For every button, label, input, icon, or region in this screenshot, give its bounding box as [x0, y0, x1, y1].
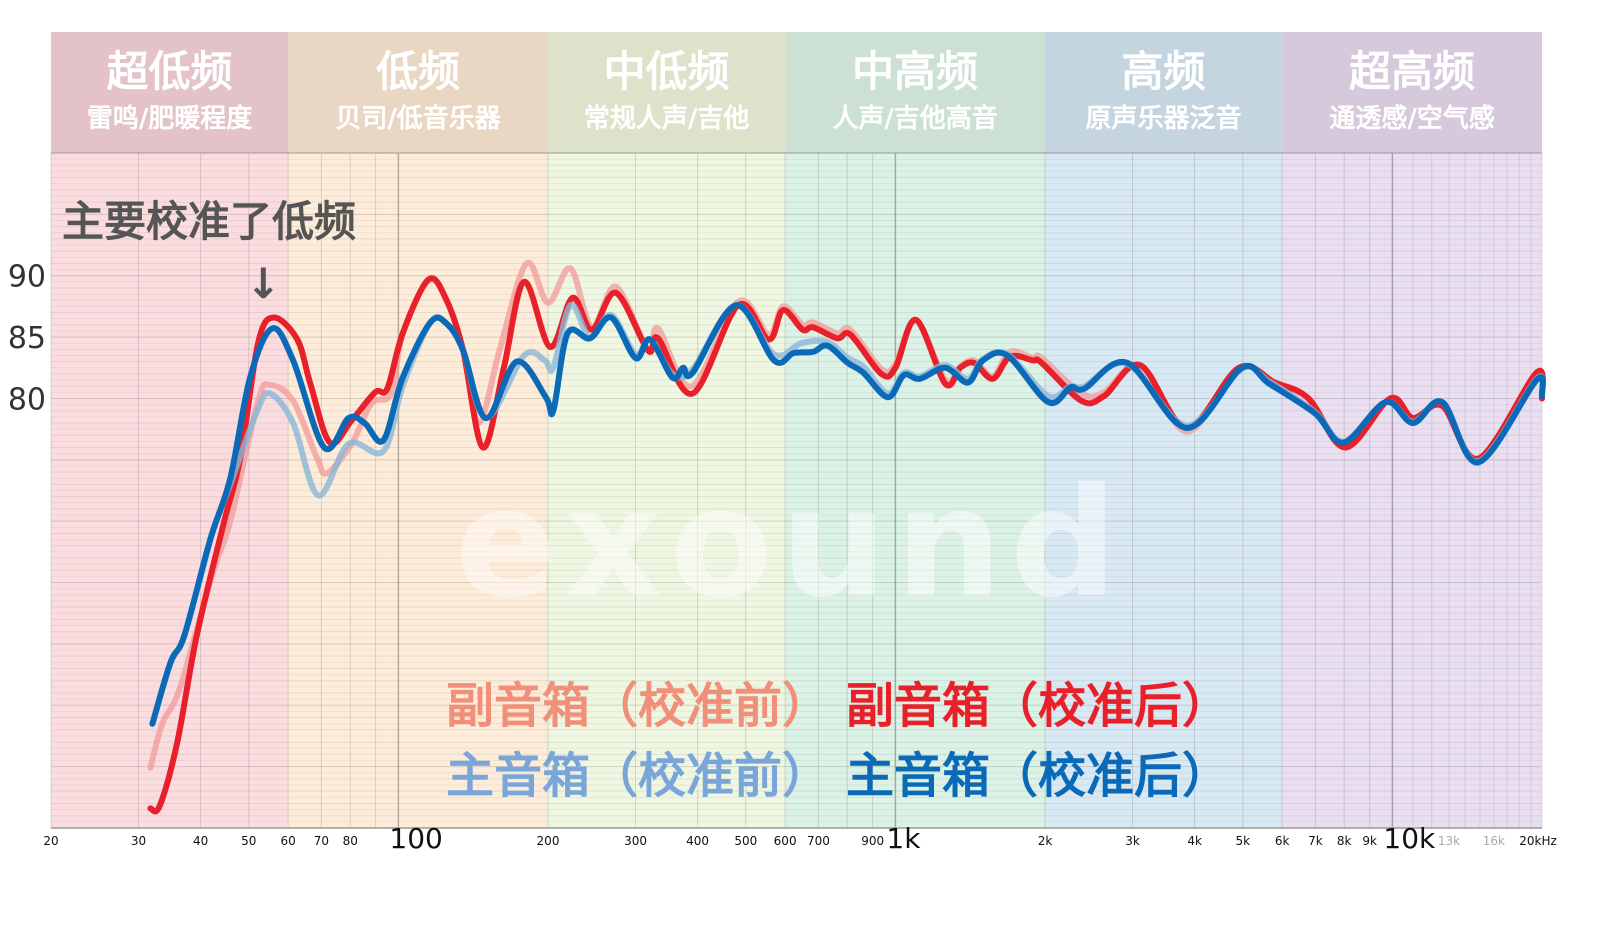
x-tick-label: 60 — [280, 834, 295, 848]
x-tick-label: 500 — [734, 834, 757, 848]
band-subtitle: 雷鸣/肥暖程度 — [87, 103, 253, 134]
y-tick-label: 85 — [8, 321, 46, 356]
band-header — [288, 32, 548, 153]
band-header — [785, 32, 1045, 153]
band-header — [1045, 32, 1283, 153]
band-title: 超低频 — [107, 47, 233, 96]
x-tick-label: 9k — [1362, 834, 1377, 848]
x-tick-label: 6k — [1275, 834, 1290, 848]
x-tick-label: 4k — [1187, 834, 1202, 848]
band-subtitle: 人声/吉他高音 — [832, 103, 998, 134]
x-tick-label: 10k — [1383, 822, 1436, 855]
band-fill — [785, 153, 1045, 828]
x-tick-label: 20 — [43, 834, 58, 848]
legend-main-after: 主音箱（校准后） — [846, 748, 1230, 804]
watermark-logo: exound — [455, 457, 1126, 631]
band-header — [548, 32, 786, 153]
x-tick-label: 50 — [241, 834, 256, 848]
x-tick-label: 600 — [774, 834, 797, 848]
x-tick-label: 80 — [343, 834, 358, 848]
band-header — [1282, 32, 1542, 153]
band-title: 高频 — [1122, 47, 1206, 96]
annotation-text: 主要校准了低频 — [62, 197, 356, 246]
x-tick-label: 300 — [624, 834, 647, 848]
x-tick-label: 5k — [1235, 834, 1250, 848]
band-title: 中低频 — [604, 47, 730, 96]
band-header — [51, 32, 289, 153]
x-tick-label: 20kHz — [1519, 834, 1557, 848]
band-subtitle: 常规人声/吉他 — [584, 104, 750, 134]
band-fill — [288, 153, 548, 828]
y-tick-label: 80 — [8, 382, 46, 417]
band-fill — [1045, 153, 1283, 828]
x-tick-label: 100 — [389, 822, 442, 855]
x-tick-label: 40 — [193, 834, 208, 848]
x-tick-label: 7k — [1308, 834, 1323, 848]
annotation-arrow: ↓ — [246, 259, 281, 308]
band-title: 超高频 — [1349, 47, 1475, 96]
x-tick-label: 2k — [1038, 834, 1053, 848]
x-tick-label: 1k — [886, 822, 921, 855]
x-tick-label: 8k — [1337, 834, 1352, 848]
band-fill — [1282, 153, 1542, 828]
x-tick-label: 400 — [686, 834, 709, 848]
x-tick-label: 13k — [1438, 834, 1460, 848]
x-tick-label: 70 — [314, 834, 329, 848]
y-axis-ticks: 90 85 80 — [8, 260, 46, 418]
x-tick-label: 700 — [807, 834, 830, 848]
band-subtitle: 原声乐器泛音 — [1086, 103, 1242, 134]
series-lines — [147, 259, 1546, 815]
legend: 副音箱（校准前） 副音箱（校准后） 主音箱（校准前） 主音箱（校准后） — [446, 678, 1230, 804]
x-tick-label: 900 — [861, 834, 884, 848]
x-tick-label: 30 — [131, 834, 146, 848]
legend-sub-before: 副音箱（校准前） — [446, 678, 830, 734]
frequency-bands — [51, 32, 1542, 828]
band-subtitle: 贝司/低音乐器 — [335, 103, 501, 134]
x-tick-label: 3k — [1125, 834, 1140, 848]
series-line-3 — [149, 302, 1546, 727]
legend-sub-after: 副音箱（校准后） — [846, 678, 1230, 734]
band-subtitle: 通透感/空气感 — [1329, 103, 1495, 134]
band-fill — [548, 153, 786, 828]
y-tick-label: 90 — [8, 260, 46, 295]
x-tick-label: 16k — [1483, 834, 1505, 848]
legend-main-before: 主音箱（校准前） — [446, 748, 830, 804]
band-title: 低频 — [376, 47, 460, 96]
band-title: 中高频 — [852, 47, 978, 96]
x-axis-ticks: 20 30 40 50 60 70 80 100 200 300 400 500 600 700 900 1k… — [43, 822, 1556, 855]
x-tick-label: 200 — [537, 834, 560, 848]
